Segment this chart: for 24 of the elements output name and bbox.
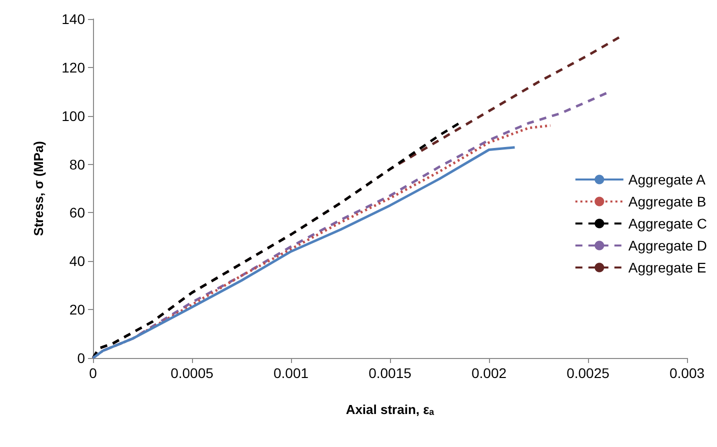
y-tick-label: 80 bbox=[69, 156, 86, 172]
legend-label: Aggregate E bbox=[628, 260, 706, 276]
x-tick-label: 0.001 bbox=[273, 365, 309, 381]
x-tick-label: 0 bbox=[89, 365, 98, 381]
y-axis-title: Stress, σ (MPa) bbox=[31, 141, 46, 236]
y-tick-label: 100 bbox=[62, 108, 86, 124]
x-tick-label: 0.003 bbox=[669, 365, 705, 381]
legend-label: Aggregate A bbox=[628, 172, 706, 188]
y-tick-label: 140 bbox=[62, 11, 86, 27]
legend-label: Aggregate C bbox=[628, 216, 708, 232]
x-tick-label: 0.0015 bbox=[368, 365, 412, 381]
x-axis-title: Axial strain, εₐ bbox=[346, 402, 434, 417]
y-tick-label: 20 bbox=[69, 302, 86, 318]
line-series bbox=[92, 122, 461, 360]
y-tick-label: 120 bbox=[62, 59, 86, 76]
line-series bbox=[92, 146, 516, 360]
legend-label: Aggregate D bbox=[628, 238, 708, 254]
legend-label: Aggregate B bbox=[628, 194, 706, 210]
y-tick-label: 0 bbox=[77, 350, 86, 366]
x-tick-label: 0.0005 bbox=[170, 365, 214, 381]
y-tick-label: 60 bbox=[69, 204, 86, 221]
y-tick-label: 40 bbox=[69, 253, 86, 270]
x-tick-label: 0.002 bbox=[471, 365, 507, 381]
x-tick-label: 0.0025 bbox=[566, 365, 610, 381]
